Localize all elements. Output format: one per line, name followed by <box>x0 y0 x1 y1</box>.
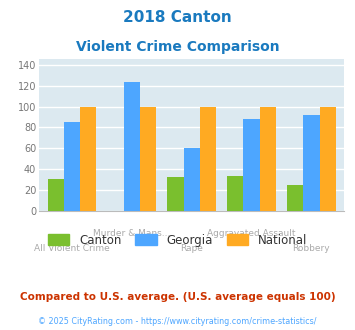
Text: © 2025 CityRating.com - https://www.cityrating.com/crime-statistics/: © 2025 CityRating.com - https://www.city… <box>38 317 317 326</box>
Bar <box>48 179 64 211</box>
Bar <box>140 107 156 211</box>
Bar <box>320 107 336 211</box>
Bar <box>260 107 276 211</box>
Text: 2018 Canton: 2018 Canton <box>123 10 232 25</box>
Bar <box>80 107 96 211</box>
Bar <box>244 119 260 211</box>
Bar <box>200 107 216 211</box>
Text: Compared to U.S. average. (U.S. average equals 100): Compared to U.S. average. (U.S. average … <box>20 292 335 302</box>
Text: Murder & Mans...: Murder & Mans... <box>93 229 170 238</box>
Bar <box>287 185 303 211</box>
Bar <box>303 115 320 211</box>
Bar <box>184 148 200 211</box>
Text: Robbery: Robbery <box>293 244 330 253</box>
Text: Rape: Rape <box>180 244 203 253</box>
Bar <box>124 82 140 211</box>
Bar <box>168 177 184 211</box>
Bar <box>64 122 80 211</box>
Text: Violent Crime Comparison: Violent Crime Comparison <box>76 40 279 53</box>
Bar <box>227 176 244 211</box>
Legend: Canton, Georgia, National: Canton, Georgia, National <box>44 229 311 251</box>
Text: Aggravated Assault: Aggravated Assault <box>207 229 296 238</box>
Text: All Violent Crime: All Violent Crime <box>34 244 110 253</box>
